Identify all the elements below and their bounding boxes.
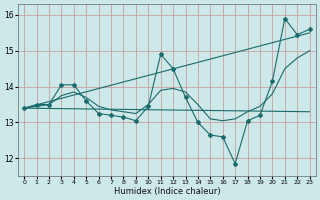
X-axis label: Humidex (Indice chaleur): Humidex (Indice chaleur) bbox=[114, 187, 220, 196]
